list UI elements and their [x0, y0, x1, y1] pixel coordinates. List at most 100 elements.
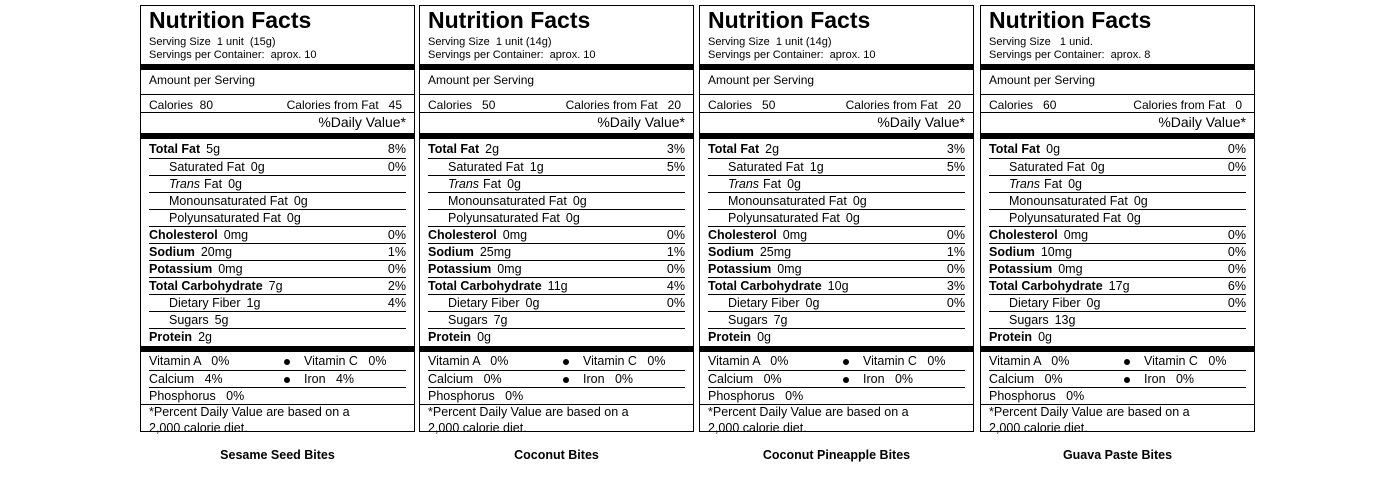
nutrient-name: Fat [483, 177, 502, 191]
daily-value: 3% [946, 279, 965, 293]
amount-per-serving: Amount per Serving [428, 73, 535, 87]
calories: Calories 50 [708, 98, 776, 112]
nutrient-row: Potassium 0mg 0% [149, 260, 406, 278]
nutrient-row: Dietary Fiber 0g 0% [428, 294, 685, 312]
thick-rule [420, 346, 693, 352]
vitamin-row: Calcium 4% Iron 4% [149, 370, 406, 388]
nutrient-row: Polyunsaturated Fat 0g [149, 209, 406, 227]
daily-value-header: %Daily Value* [877, 114, 965, 130]
footnote: 2,000 calorie diet. [989, 421, 1088, 435]
vitamin: Calcium 0% [708, 372, 782, 386]
nutrient-name: Total Fat [149, 142, 201, 156]
nutrient-amount: 0g [1068, 177, 1082, 191]
nutrient-row: Protein 0g [428, 328, 685, 346]
nutrient-row: Trans Fat 0g [989, 175, 1246, 193]
nutrient-name: Saturated Fat [448, 160, 524, 174]
nutrient-row: Dietary Fiber 0g 0% [989, 294, 1246, 312]
daily-value: 3% [946, 142, 965, 156]
nutrient-amount: 10g [827, 279, 849, 293]
nutrient-amount: 0g [293, 194, 308, 208]
rule [700, 404, 973, 405]
daily-value: 0% [387, 160, 406, 174]
vitamin: Iron 0% [863, 372, 914, 386]
nutrient-name: Sodium [428, 245, 474, 259]
nutrient-amount: 0mg [502, 228, 528, 242]
nutrient-name: Total Fat [708, 142, 760, 156]
nutrient-row: Total Fat 5g 8% [149, 141, 406, 158]
vitamin-row: Phosphorus 0% [428, 387, 685, 405]
nutrient-row: Saturated Fat 1g 5% [708, 158, 965, 176]
nutrient-name: Monounsaturated Fat [448, 194, 567, 208]
nutrient-name: Total Carbohydrate [708, 279, 822, 293]
nutrient-name: Polyunsaturated Fat [169, 211, 281, 225]
nutrient-name: Sodium [708, 245, 754, 259]
nutrient-row: Saturated Fat 0g 0% [989, 158, 1246, 176]
daily-value: 5% [946, 160, 965, 174]
nutrient-name: Fat [763, 177, 782, 191]
nutrient-name: Sugars [728, 313, 768, 327]
vitamin-row: Phosphorus 0% [708, 387, 965, 405]
vitamin: Calcium 0% [428, 372, 502, 386]
nutrient-name: Monounsaturated Fat [169, 194, 288, 208]
nutrient-name: Saturated Fat [728, 160, 804, 174]
daily-value: 0% [666, 228, 685, 242]
nutrient-amount: 0g [1038, 330, 1052, 344]
vitamin: Iron 4% [304, 372, 355, 386]
thick-rule [981, 64, 1254, 70]
vitamin-row: Phosphorus 0% [989, 387, 1246, 405]
nutrient-name: Potassium [149, 262, 213, 276]
nutrient-row: Saturated Fat 1g 5% [428, 158, 685, 176]
nutrient-amount: 0g [565, 211, 580, 225]
nutrient-name: Protein [428, 330, 472, 344]
thick-rule [981, 133, 1254, 139]
nutrient-amount: 2g [765, 142, 780, 156]
vitamin-row: Phosphorus 0% [149, 387, 406, 405]
nutrient-amount: 10mg [1040, 245, 1073, 259]
nutrient-amount: 17g [1108, 279, 1130, 293]
nutrient-amount: 0g [805, 296, 820, 310]
product-caption: Guava Paste Bites [1062, 448, 1173, 462]
vitamin: Vitamin A 0% [708, 354, 789, 368]
nutrient-row: Cholesterol 0mg 0% [708, 226, 965, 244]
calories-from-fat: Calories from Fat 45 [286, 98, 402, 112]
servings-per-container: Servings per Container: aprox. 8 [989, 49, 1151, 61]
rule [981, 404, 1254, 405]
nutrient-name: Monounsaturated Fat [728, 194, 847, 208]
daily-value: 5% [666, 160, 685, 174]
rule [141, 94, 414, 95]
nutrient-amount: 5g [214, 313, 229, 327]
nutrient-row: Total Carbohydrate 17g 6% [989, 277, 1246, 295]
label-title: Nutrition Facts [989, 7, 1152, 33]
nutrient-row: Protein 0g [708, 328, 965, 346]
nutrient-amount: 0g [1133, 194, 1148, 208]
footnote: *Percent Daily Value are based on a [708, 405, 909, 419]
calories: Calories 60 [989, 98, 1057, 112]
daily-value: 3% [666, 142, 685, 156]
nutrient-amount: 0g [757, 330, 771, 344]
vitamin: Vitamin C 0% [304, 354, 387, 368]
vitamin: Phosphorus 0% [428, 389, 524, 403]
nutrition-label: Nutrition Facts Serving Size 1 unit (14g)… [699, 5, 974, 435]
nutrient-row: Total Carbohydrate 7g 2% [149, 277, 406, 295]
nutrient-amount: 2g [198, 330, 212, 344]
daily-value: 0% [666, 262, 685, 276]
nutrient-row: Cholesterol 0mg 0% [989, 226, 1246, 244]
nutrient-name: Polyunsaturated Fat [448, 211, 560, 225]
daily-value: 0% [946, 296, 965, 310]
nutrient-name: Sodium [989, 245, 1035, 259]
product-caption: Sesame Seed Bites [220, 448, 335, 462]
nutrient-name: Saturated Fat [1009, 160, 1085, 174]
nutrient-name: Sugars [448, 313, 488, 327]
nutrient-amount: 2g [485, 142, 500, 156]
servings-per-container: Servings per Container: aprox. 10 [708, 49, 876, 61]
nutrient-name: Cholesterol [428, 228, 497, 242]
daily-value-header: %Daily Value* [1158, 114, 1246, 130]
nutrient-amount: 25mg [759, 245, 792, 259]
nutrient-amount: 0mg [1063, 228, 1089, 242]
thick-rule [700, 133, 973, 139]
product-caption: Coconut Pineapple Bites [762, 448, 911, 462]
product-caption: Coconut Bites [514, 448, 599, 462]
rule [141, 404, 414, 405]
daily-value: 2% [387, 279, 406, 293]
nutrient-name: Potassium [708, 262, 772, 276]
